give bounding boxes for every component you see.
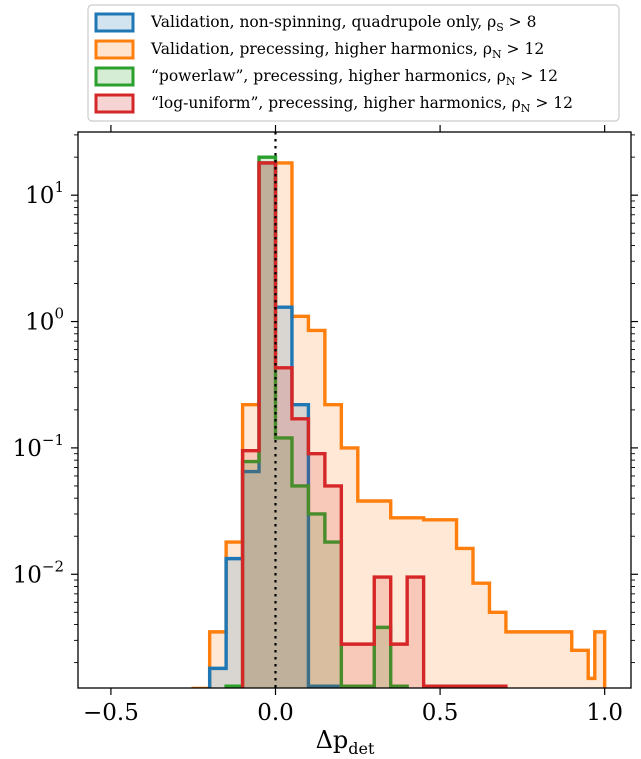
x-axis-label-sub: det [348, 739, 375, 758]
legend-swatch [94, 93, 135, 114]
x-axis-label: Δpdet [316, 726, 375, 758]
legend-label: Validation, precessing, higher harmonics… [150, 40, 544, 61]
series-2-fill [226, 157, 408, 688]
series-0-outline [191, 161, 607, 688]
plot-area: −0.5 0.0 0.5 1.0 101 100 10−1 10−2 [13, 125, 638, 726]
x-tick-label: 0.5 [422, 700, 459, 726]
x-axis-label-main: Δp [316, 726, 349, 754]
x-tick-label: 0.0 [257, 700, 294, 726]
series-2-outline [224, 155, 409, 688]
legend-frame [87, 4, 620, 122]
legend-swatch [94, 39, 135, 60]
legend-label: “log-uniform”, precessing, higher harmon… [151, 94, 573, 115]
legend-entry: Validation, precessing, higher harmonics… [94, 39, 544, 61]
legend-label: “powerlaw”, precessing, higher harmonics… [151, 67, 558, 88]
legend-swatch [94, 12, 135, 33]
legend-entry: “log-uniform”, precessing, higher harmon… [94, 93, 573, 115]
x-tick-label: 1.0 [586, 700, 623, 726]
legend-entry: “powerlaw”, precessing, higher harmonics… [94, 66, 558, 88]
y-tick-label: 100 [25, 305, 64, 336]
legend-entry: Validation, non-spinning, quadrupole onl… [94, 12, 536, 34]
y-tick-label: 10−1 [13, 431, 64, 462]
x-tick-label: −0.5 [83, 700, 139, 726]
legend-swatch [94, 66, 135, 87]
y-tick-label: 101 [25, 178, 64, 209]
y-tick-label: 10−2 [13, 557, 64, 588]
series-3-fill [242, 162, 506, 688]
series-2-histogram [224, 155, 409, 688]
legend-label: Validation, non-spinning, quadrupole onl… [150, 13, 536, 34]
legend: Validation, non-spinning, quadrupole onl… [87, 4, 620, 122]
